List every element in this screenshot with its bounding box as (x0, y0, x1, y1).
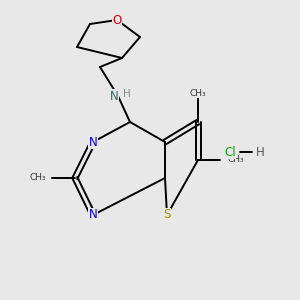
Text: CH₃: CH₃ (228, 155, 244, 164)
Text: Cl: Cl (224, 146, 236, 158)
Text: N: N (88, 208, 98, 221)
Text: CH₃: CH₃ (29, 173, 46, 182)
Text: N: N (110, 89, 118, 103)
Text: O: O (112, 14, 122, 26)
Text: CH₃: CH₃ (190, 89, 206, 98)
Text: N: N (88, 136, 98, 148)
Text: H: H (123, 89, 131, 99)
Text: S: S (163, 208, 171, 221)
Text: H: H (256, 146, 264, 158)
